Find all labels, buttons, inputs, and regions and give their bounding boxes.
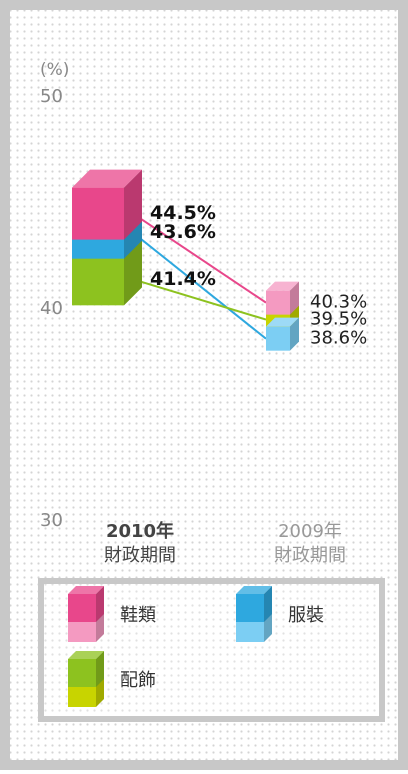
cube: [266, 317, 299, 351]
value-label: 43.6%: [150, 221, 216, 243]
cube-top: [236, 586, 272, 594]
cube-side: [96, 586, 104, 622]
legend-label: 服裝: [288, 605, 324, 626]
cube-side: [290, 317, 299, 351]
value-label: 39.5%: [310, 309, 367, 330]
cube-top: [68, 651, 104, 659]
legend-label: 配飾: [120, 670, 156, 691]
cube-side: [290, 281, 299, 315]
value-label: 44.5%: [150, 202, 216, 224]
slope-line: [132, 212, 267, 304]
cube: [68, 586, 104, 622]
cube-front: [266, 290, 290, 315]
cube-front: [236, 594, 264, 622]
cube: [266, 281, 299, 315]
y-axis-label: (%): [40, 60, 69, 80]
legend-label: 鞋類: [120, 605, 156, 626]
slope-line: [132, 231, 267, 340]
cube-side: [124, 169, 142, 240]
cube-front: [72, 253, 124, 306]
x-category-label: 財政期間: [274, 545, 346, 566]
value-label: 40.3%: [310, 292, 367, 313]
cube-top: [72, 169, 142, 188]
cube: [72, 169, 142, 240]
cube-front: [72, 187, 124, 240]
y-tick-label: 50: [40, 86, 63, 107]
cube: [68, 651, 104, 687]
x-category-label: 2009年: [278, 521, 342, 542]
x-category-label: 財政期間: [104, 545, 176, 566]
cube-front: [68, 594, 96, 622]
value-label: 38.6%: [310, 328, 367, 349]
cube-front: [266, 326, 290, 351]
cube-side: [264, 586, 272, 622]
cube-side: [96, 651, 104, 687]
cube-front: [68, 659, 96, 687]
y-tick-label: 40: [40, 298, 63, 319]
y-tick-label: 30: [40, 510, 63, 531]
cube-top: [266, 317, 299, 327]
cube: [236, 586, 272, 622]
slope-line: [132, 278, 267, 321]
cube-top: [68, 586, 104, 594]
x-category-label: 2010年: [106, 520, 174, 542]
cube-top: [266, 281, 299, 291]
value-label: 41.4%: [150, 268, 216, 290]
